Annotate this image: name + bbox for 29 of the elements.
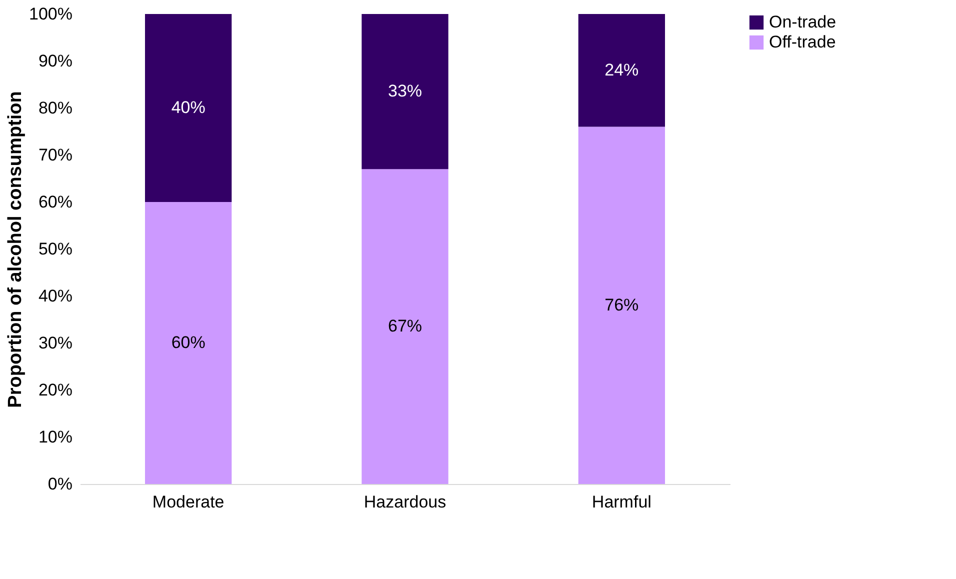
data-label: 40%	[171, 98, 206, 117]
bar	[578, 14, 665, 127]
y-tick-label: 30%	[38, 334, 72, 352]
data-label: 33%	[388, 82, 422, 101]
y-tick-label: 100%	[29, 4, 72, 24]
y-tick-label: 40%	[38, 286, 72, 306]
y-tick-label: 70%	[38, 146, 72, 164]
data-label: 76%	[604, 295, 639, 314]
bar	[362, 14, 448, 170]
bar	[145, 202, 232, 484]
x-tick-label: Harmful	[592, 492, 652, 512]
x-tick-label: Hazardous	[364, 492, 446, 512]
y-tick-label: 60%	[38, 192, 72, 212]
y-tick-label: 10%	[38, 428, 72, 446]
x-tick-label: Moderate	[152, 492, 224, 512]
bar	[145, 14, 232, 202]
legend-label: On-trade	[769, 12, 836, 32]
data-label: 67%	[388, 316, 422, 336]
y-tick-label: 80%	[38, 98, 72, 118]
y-tick-label: 0%	[48, 474, 72, 494]
y-axis-title: Proportion of alcohol consumption	[5, 91, 26, 408]
data-label: 24%	[604, 60, 639, 80]
y-tick-label: 50%	[38, 240, 72, 258]
y-tick-label: 90%	[38, 52, 72, 70]
y-tick-label: 20%	[38, 380, 72, 400]
bar	[578, 126, 665, 484]
bar	[362, 169, 448, 484]
legend-label: Off-trade	[769, 32, 836, 52]
data-label: 60%	[171, 333, 206, 352]
